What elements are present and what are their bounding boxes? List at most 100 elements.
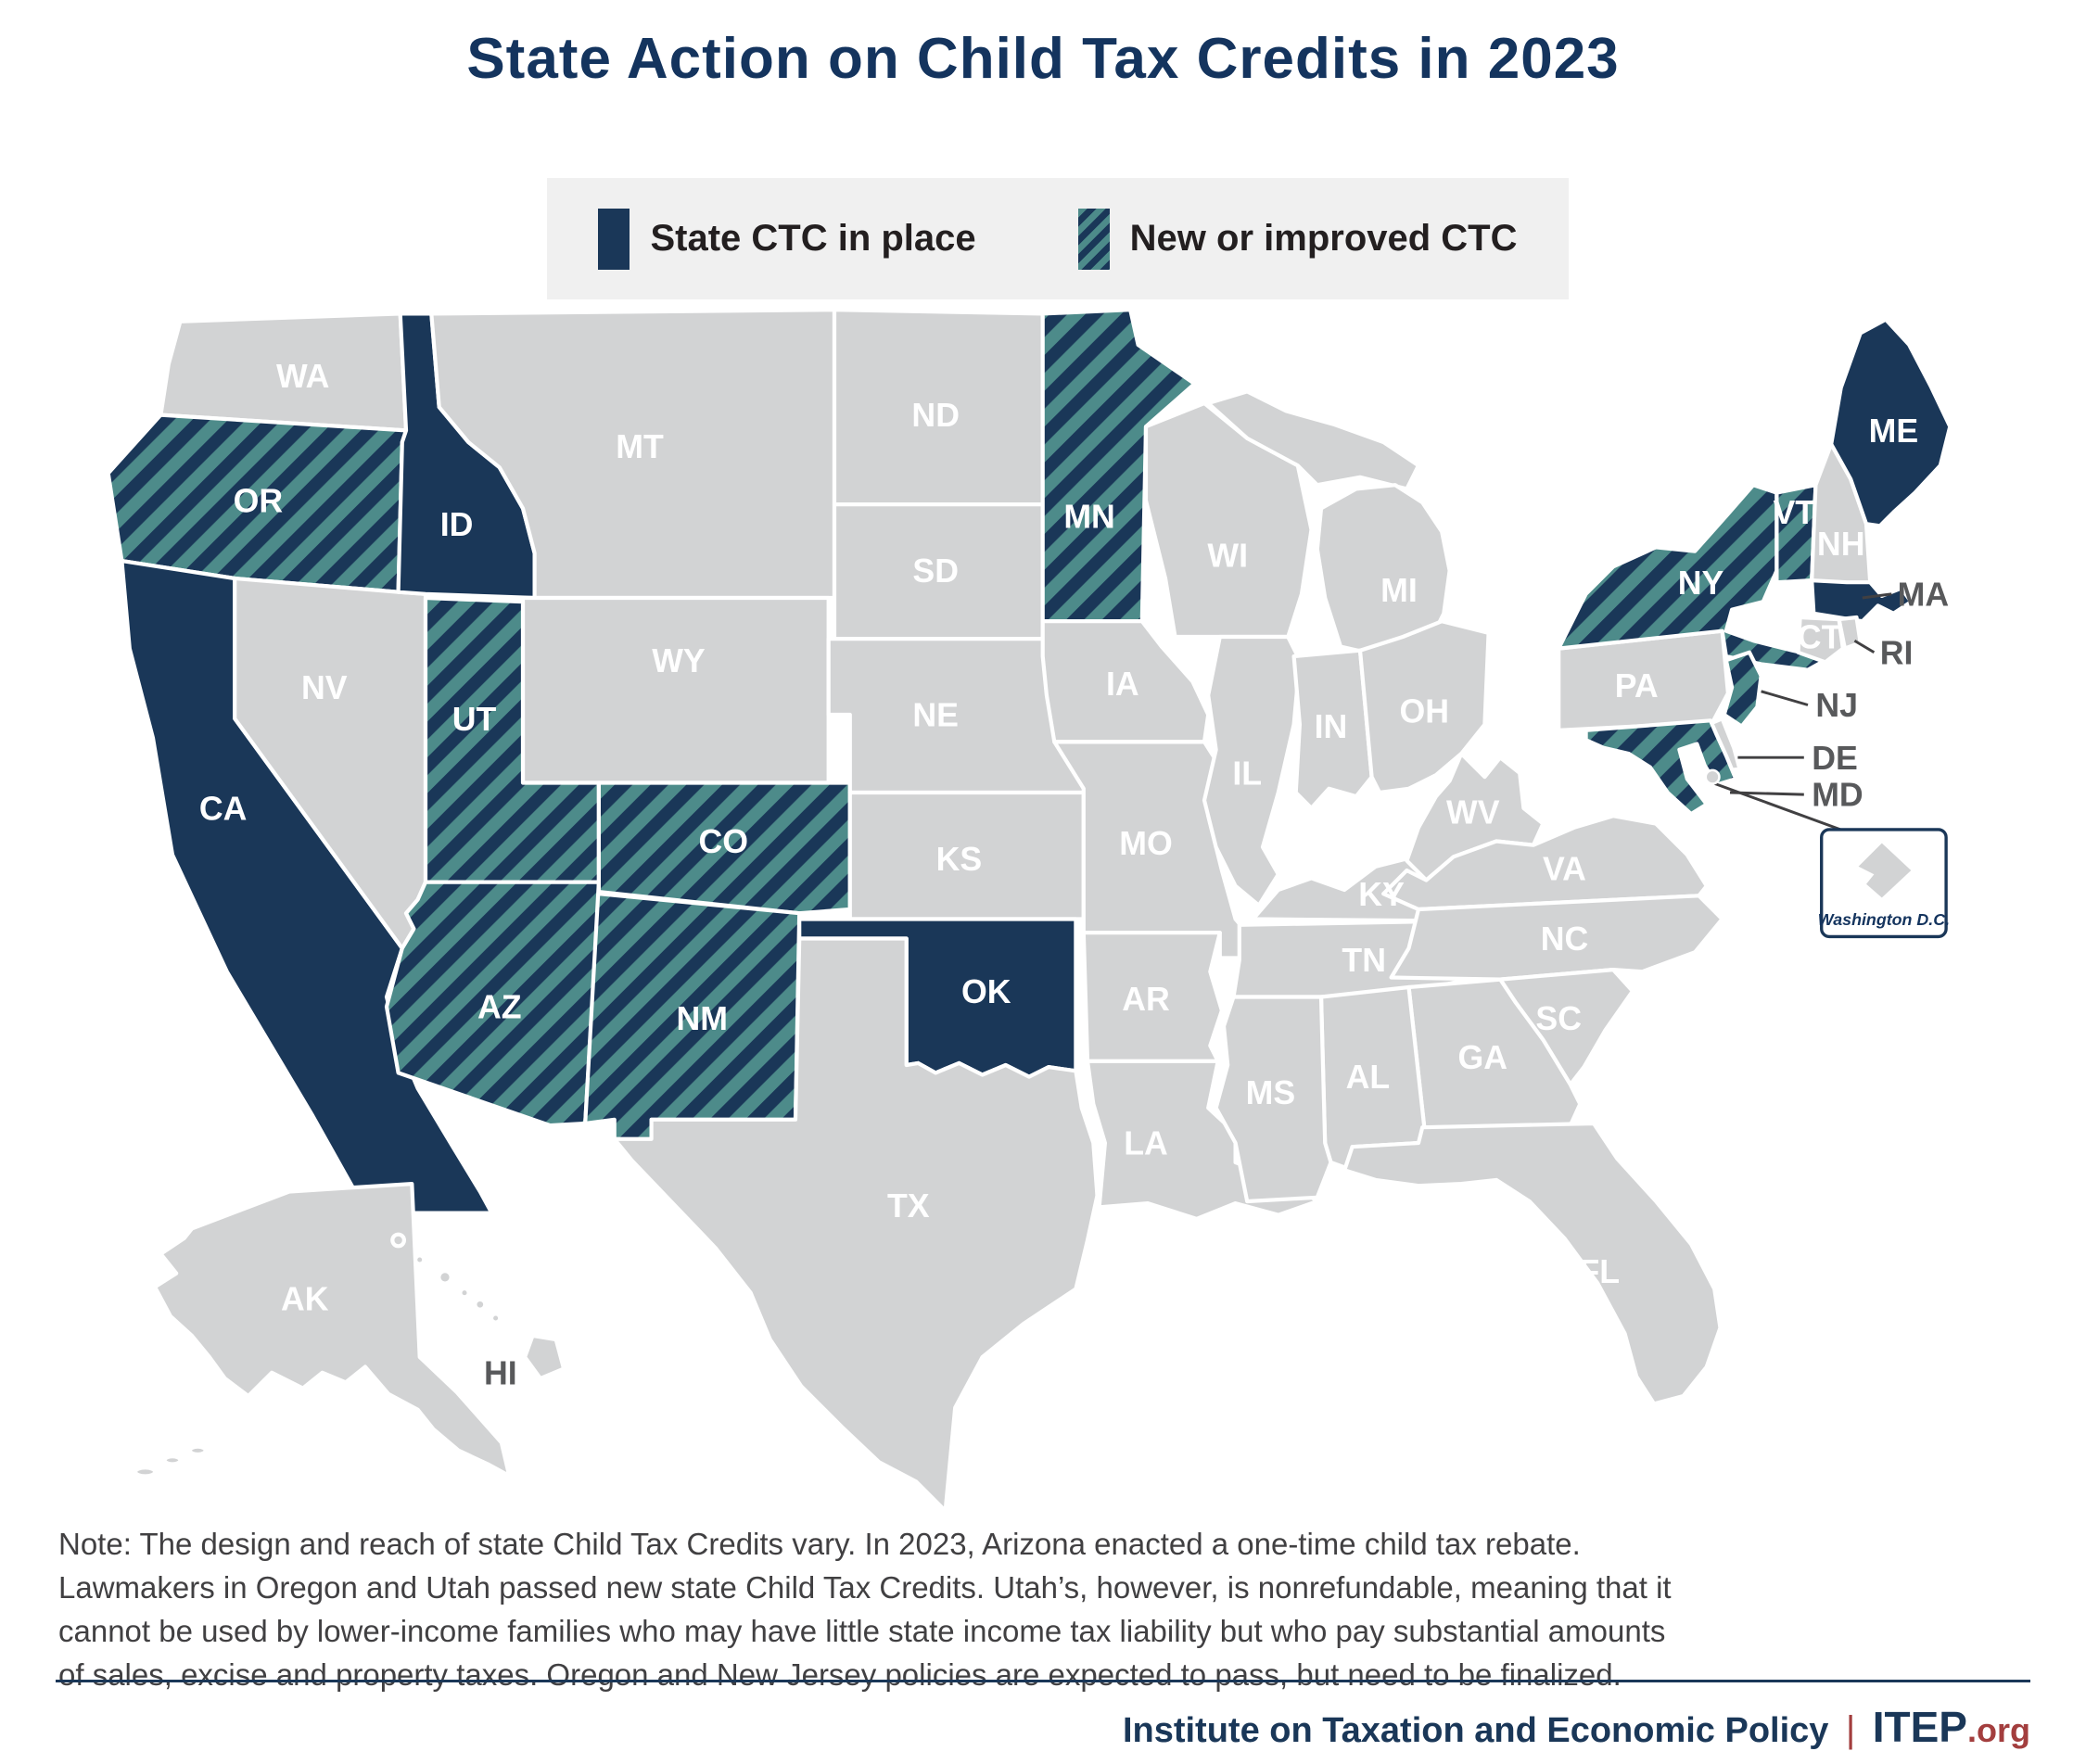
legend-label: State CTC in place [650,218,976,259]
state-ia [1040,619,1211,744]
hi-island [437,1269,453,1286]
state-label-mo: MO [1119,825,1173,862]
state-label-wi: WI [1207,537,1248,574]
footer-divider [56,1680,2030,1682]
state-label-ca: CA [199,790,248,827]
note-text: Note: The design and reach of state Chil… [58,1527,1672,1692]
us-map-container: WA OR CA NV ID MT WY UT AZ NM CO ND SD N… [56,306,2003,1532]
state-me [1829,317,1952,528]
state-wy [520,595,831,785]
state-label-id: ID [440,506,474,543]
dc-inset-shape [1858,843,1912,898]
state-label-nj: NJ [1815,687,1858,724]
state-ak [153,1182,512,1478]
state-label-ne: NE [912,697,959,734]
ak-aleutian-island [187,1444,208,1457]
state-label-sc: SC [1535,1000,1582,1037]
state-nc [1389,894,1724,982]
legend-item-new-improved: New or improved CTC [1077,208,1518,270]
state-label-ar: AR [1122,981,1170,1018]
state-label-oh: OH [1400,692,1450,730]
hi-island [390,1232,406,1249]
state-ny [1557,483,1841,672]
state-label-mn: MN [1063,498,1115,535]
state-label-la: LA [1124,1125,1168,1162]
state-label-nd: ND [911,397,960,434]
ak-aleutian-island [134,1466,158,1478]
page-title: State Action on Child Tax Credits in 202… [466,27,1620,91]
legend-item-ctc-in-place: State CTC in place [598,208,976,270]
state-label-md: MD [1812,777,1863,814]
state-label-ia: IA [1106,666,1139,703]
state-ms [1214,995,1333,1204]
leader-line-nj [1761,690,1809,706]
state-ct [1796,615,1845,665]
state-nj [1722,650,1763,729]
dc-marker-dot [1704,768,1721,785]
state-label-al: AL [1346,1059,1391,1096]
hi-big-island [523,1333,566,1381]
state-label-ri: RI [1880,634,1914,671]
state-fl [1342,1121,1723,1406]
us-map: WA OR CA NV ID MT WY UT AZ NM CO ND SD N… [106,308,1952,1513]
state-label-nc: NC [1541,920,1589,958]
state-label-ms: MS [1246,1074,1296,1111]
state-label-nm: NM [676,1000,728,1037]
state-label-ak: AK [281,1281,329,1318]
state-label-fl: FL [1579,1253,1620,1290]
hi-island [473,1297,488,1312]
state-label-va: VA [1543,851,1586,888]
leader-line-ri [1853,639,1876,654]
footer-brand: ITEP [1872,1703,1967,1751]
legend-label: New or improved CTC [1129,218,1518,259]
state-ma [1810,578,1914,624]
state-label-wa: WA [276,358,330,395]
state-label-ga: GA [1458,1039,1508,1076]
state-mi-upper [1206,389,1421,491]
state-label-tn: TN [1342,942,1386,979]
hi-island [458,1286,471,1300]
state-label-sd: SD [912,552,959,590]
state-tx [612,936,1100,1513]
legend-swatch-striped [1077,208,1110,270]
legend: State CTC in place New or improved CTC [547,178,1569,299]
dc-callout-line [1711,781,1858,837]
hi-island [413,1253,426,1266]
state-label-nv: NV [301,669,348,706]
legend-swatch-solid [598,208,630,270]
state-co [596,780,852,916]
leader-line-ma [1862,592,1892,600]
state-label-ky: KY [1358,876,1405,913]
footer: Institute on Taxation and Economic Polic… [362,1702,2030,1752]
state-label-nh: NH [1817,526,1865,563]
state-label-ny: NY [1678,565,1724,602]
state-label-pa: PA [1615,667,1659,704]
state-md [1584,718,1738,817]
footer-brand-suffix: .org [1967,1711,2030,1749]
state-label-wy: WY [652,642,706,679]
state-label-ct: CT [1798,619,1842,656]
state-label-vt: VT [1773,494,1815,531]
dc-inset-label: Washington D.C. [1818,910,1950,929]
footer-separator: | [1845,1709,1856,1750]
footer-org-name: Institute on Taxation and Economic Polic… [1122,1711,1829,1750]
state-label-ma: MA [1898,576,1950,613]
state-label-az: AZ [477,989,522,1026]
state-label-ok: OK [961,973,1011,1010]
state-label-tx: TX [887,1187,930,1225]
state-label-de: DE [1812,740,1858,777]
hi-island [489,1312,502,1325]
state-label-me: ME [1869,412,1919,450]
state-label-ut: UT [452,701,497,738]
state-label-in: IN [1315,708,1348,745]
state-label-co: CO [699,823,749,860]
state-label-hi: HI [484,1354,517,1391]
state-label-or: OR [234,483,284,520]
state-label-wv: WV [1446,794,1500,831]
ak-aleutian-island [162,1454,183,1466]
state-label-mi: MI [1380,572,1418,609]
state-label-mt: MT [616,428,664,465]
state-label-il: IL [1232,755,1262,793]
state-label-ks: KS [936,841,983,878]
